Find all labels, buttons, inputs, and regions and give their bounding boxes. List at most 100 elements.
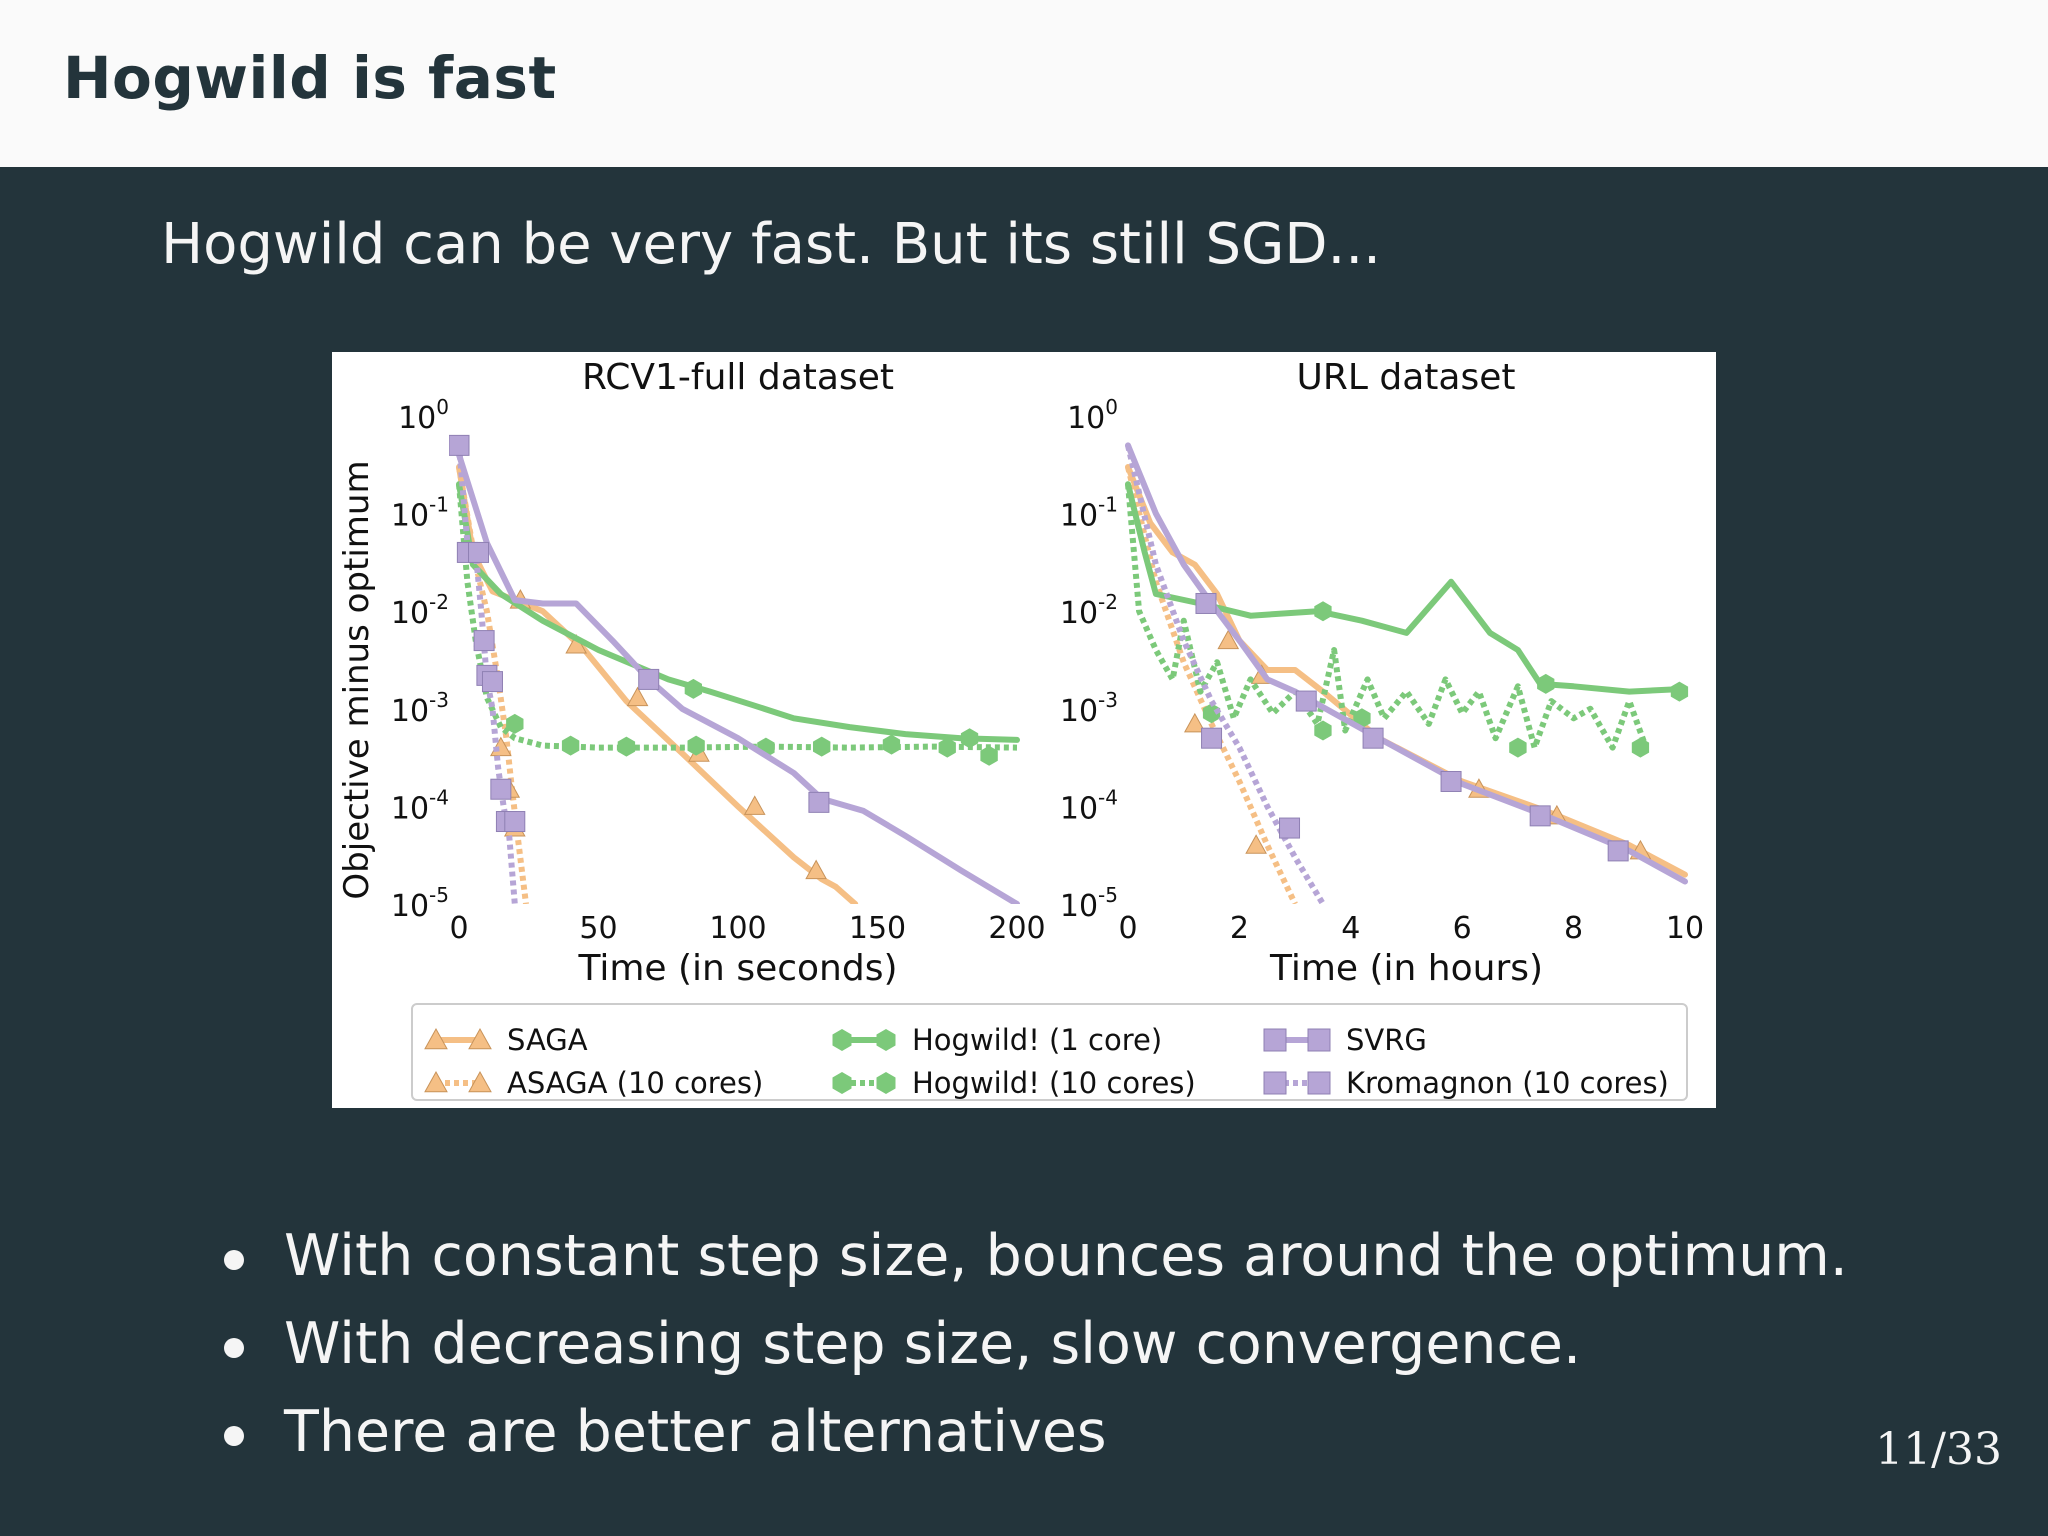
y-tick-label: 100 xyxy=(1067,395,1118,436)
series-marker xyxy=(1183,712,1206,733)
series-marker xyxy=(684,678,702,699)
series-marker xyxy=(980,745,998,766)
bullet-list: With constant step size, bounces around … xyxy=(220,1212,1848,1476)
y-tick-exponent: -4 xyxy=(1098,785,1118,809)
y-tick-exponent: -4 xyxy=(429,785,449,809)
bullet-item: With decreasing step size, slow converge… xyxy=(220,1300,1848,1388)
legend-label: Hogwild! (10 cores) xyxy=(912,1066,1196,1100)
series-group xyxy=(449,434,1020,904)
legend-label: ASAGA (10 cores) xyxy=(507,1066,763,1100)
series-line xyxy=(1125,442,1688,885)
legend-frame xyxy=(411,1003,1688,1101)
bullet-dot-icon xyxy=(224,1250,244,1270)
legend: SAGA ASAGA (10 cores) Hogwild! (1 core) Hog… xyxy=(411,1003,1688,1101)
series-line xyxy=(1125,481,1688,695)
series-marker xyxy=(960,728,979,749)
series-marker xyxy=(1279,817,1301,839)
y-tick-base: 10 xyxy=(391,694,429,729)
series-marker xyxy=(473,630,495,652)
bullet-text: With decreasing step size, slow converge… xyxy=(284,1311,1582,1377)
y-tick-label: 10-5 xyxy=(391,883,449,924)
series-line xyxy=(1125,466,1298,904)
legend-marker-icon xyxy=(1263,1071,1287,1095)
bullet-text: With constant step size, bounces around … xyxy=(284,1223,1848,1289)
series-marker xyxy=(1537,673,1555,694)
y-tick-base: 10 xyxy=(398,401,436,436)
series-marker xyxy=(561,735,580,756)
series-marker xyxy=(882,734,901,755)
y-tick-label: 10-3 xyxy=(1060,688,1118,729)
bullet-item: With constant step size, bounces around … xyxy=(220,1212,1848,1300)
y-tick-base: 10 xyxy=(1067,401,1105,436)
series-line xyxy=(1125,464,1688,878)
series-marker xyxy=(506,713,524,734)
y-tick-label: 10-2 xyxy=(1060,590,1118,631)
series-marker xyxy=(468,541,490,563)
y-tick-base: 10 xyxy=(1060,889,1098,924)
bullet-dot-icon xyxy=(224,1338,244,1358)
legend-label: Kromagnon (10 cores) xyxy=(1346,1066,1669,1100)
series-marker xyxy=(481,671,503,693)
series-marker xyxy=(938,737,956,758)
x-tick-label: 0 xyxy=(449,911,468,946)
y-tick-label: 100 xyxy=(398,395,449,436)
y-tick-base: 10 xyxy=(391,499,429,534)
legend-marker-icon xyxy=(424,1070,448,1093)
y-tick-label: 10-5 xyxy=(1060,883,1118,924)
legend-label: Hogwild! (1 core) xyxy=(912,1023,1162,1057)
series-marker xyxy=(1195,592,1217,614)
series-line xyxy=(456,483,1018,751)
x-tick-label: 8 xyxy=(1564,911,1583,946)
y-tick-exponent: -3 xyxy=(429,688,449,712)
x-tick-label: 150 xyxy=(849,911,906,946)
y-tick-base: 10 xyxy=(1060,596,1098,631)
legend-label: SVRG xyxy=(1346,1023,1427,1057)
series-marker xyxy=(1245,834,1267,854)
series-marker xyxy=(1670,681,1689,702)
y-tick-label: 10-1 xyxy=(391,493,449,534)
series-group xyxy=(1125,442,1689,904)
y-tick-label: 10-1 xyxy=(1060,493,1118,534)
legend-marker-icon xyxy=(1307,1028,1331,1052)
series-marker xyxy=(743,795,766,815)
y-tick-base: 10 xyxy=(391,596,429,631)
series-marker xyxy=(449,434,470,456)
series-marker xyxy=(1509,737,1527,758)
y-tick-base: 10 xyxy=(391,889,429,924)
series-marker xyxy=(626,686,649,707)
series-line xyxy=(456,464,859,904)
y-tick-exponent: -5 xyxy=(429,883,449,907)
legend-marker-icon xyxy=(1263,1028,1287,1052)
lead-text: Hogwild can be very fast. But its still … xyxy=(161,212,1381,277)
x-tick-label: 10 xyxy=(1666,911,1704,946)
bullet-dot-icon xyxy=(224,1426,244,1446)
series-line xyxy=(1125,483,1649,751)
series-marker xyxy=(808,791,830,813)
y-tick-exponent: -3 xyxy=(1098,688,1118,712)
series-marker xyxy=(1631,737,1650,758)
legend-marker-icon xyxy=(424,1027,448,1050)
y-tick-exponent: 0 xyxy=(436,395,449,419)
chart-title: URL dataset xyxy=(1297,357,1516,398)
y-tick-exponent: -2 xyxy=(1098,590,1118,614)
series-marker xyxy=(617,736,636,757)
chart-svg: RCV1-full dataset10010-110-210-310-410-5… xyxy=(337,357,1704,1101)
legend-marker-icon xyxy=(1307,1071,1331,1095)
page-number: 11/33 xyxy=(1875,1424,2002,1475)
y-axis-label: Objective minus optimum xyxy=(337,460,377,899)
x-tick-label: 6 xyxy=(1453,911,1472,946)
y-tick-base: 10 xyxy=(1060,694,1098,729)
x-axis-label: Time (in hours) xyxy=(1269,948,1543,989)
y-tick-label: 10-2 xyxy=(391,590,449,631)
series-line xyxy=(456,451,1020,904)
legend-marker-icon xyxy=(876,1029,896,1051)
series-marker xyxy=(504,811,526,833)
x-tick-label: 4 xyxy=(1341,911,1360,946)
series-marker xyxy=(1440,770,1462,792)
legend-marker-icon xyxy=(468,1027,492,1050)
legend-marker-icon xyxy=(832,1029,852,1051)
series-line xyxy=(456,481,1020,743)
legend-marker-icon xyxy=(876,1072,896,1094)
y-tick-base: 10 xyxy=(391,791,429,826)
